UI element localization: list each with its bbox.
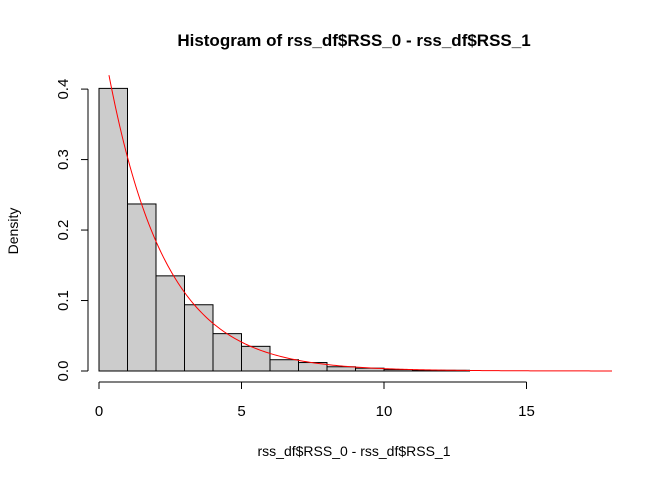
y-tick-label: 0.3 bbox=[55, 149, 72, 170]
x-tick-label: 0 bbox=[95, 403, 103, 420]
y-tick-label: 0.0 bbox=[55, 361, 72, 382]
x-tick-label: 5 bbox=[237, 403, 245, 420]
histogram-bar bbox=[155, 275, 185, 372]
y-tick-label: 0.2 bbox=[55, 220, 72, 241]
y-tick-label: 0.1 bbox=[55, 290, 72, 311]
histogram-bar bbox=[326, 366, 356, 372]
y-axis: 0.0 0.1 0.2 0.3 0.4 bbox=[55, 79, 89, 382]
bars-group bbox=[98, 87, 470, 372]
chart-title: Histogram of rss_df$RSS_0 - rss_df$RSS_1 bbox=[177, 31, 530, 50]
density-curve bbox=[108, 75, 613, 372]
histogram-bar bbox=[184, 304, 214, 372]
histogram-bar bbox=[127, 203, 157, 372]
x-axis-label: rss_df$RSS_0 - rss_df$RSS_1 bbox=[258, 443, 451, 459]
y-axis-label: Density bbox=[5, 208, 21, 255]
x-tick-label: 15 bbox=[518, 403, 535, 420]
x-axis: 0 5 10 15 bbox=[95, 381, 535, 420]
histogram-bar bbox=[241, 345, 271, 372]
histogram-bar bbox=[269, 359, 299, 372]
histogram-bar bbox=[98, 87, 128, 372]
y-tick-label: 0.4 bbox=[55, 79, 72, 100]
x-tick-label: 10 bbox=[376, 403, 393, 420]
